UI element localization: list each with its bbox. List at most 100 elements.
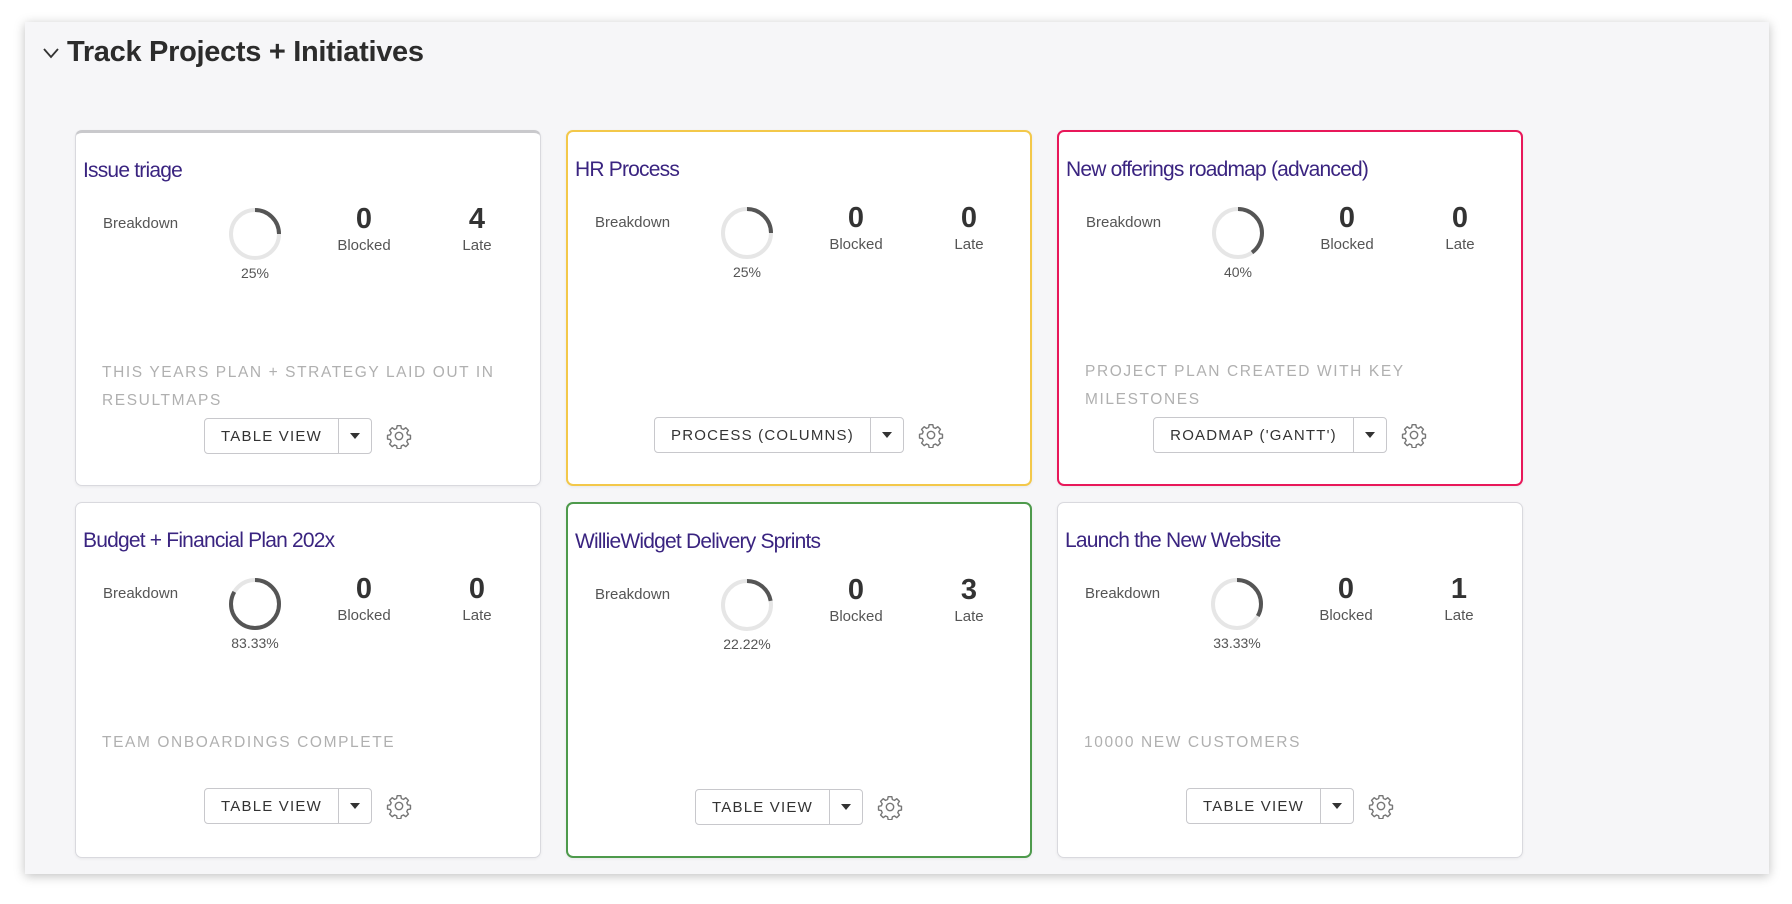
blocked-label: Blocked — [1320, 236, 1374, 253]
progress-ring-icon — [1212, 207, 1264, 259]
view-dropdown-toggle[interactable] — [828, 790, 862, 824]
blocked-label: Blocked — [1319, 607, 1373, 624]
view-split-button[interactable]: PROCESS (COLUMNS) — [654, 417, 904, 453]
progress-donut: 33.33% — [1202, 575, 1272, 651]
project-stats: Breakdown 83.33% 0 Blocked 0 Late — [76, 573, 540, 675]
gear-icon[interactable] — [386, 793, 412, 819]
view-dropdown-toggle[interactable] — [869, 418, 903, 452]
project-card-grid: Issue triage Breakdown 25% 0 Blocked 4 L… — [75, 130, 1523, 858]
project-title-link[interactable]: HR Process — [575, 158, 680, 181]
gear-icon[interactable] — [1401, 422, 1427, 448]
breakdown-label: Breakdown — [1085, 585, 1161, 602]
section-toggle[interactable]: Track Projects + Initiatives — [41, 36, 424, 69]
gear-icon[interactable] — [918, 422, 944, 448]
gear-icon[interactable] — [386, 423, 412, 449]
blocked-stat: 0 Blocked — [319, 201, 409, 254]
late-label: Late — [1444, 607, 1474, 624]
progress-ring-icon — [721, 207, 773, 259]
view-split-button[interactable]: TABLE VIEW — [695, 789, 863, 825]
milestone-text: TEAM ONBOARDINGS COMPLETE — [102, 734, 396, 751]
view-split-button[interactable]: TABLE VIEW — [1186, 788, 1354, 824]
view-button[interactable]: PROCESS (COLUMNS) — [671, 426, 854, 444]
late-stat: 0 Late — [924, 200, 1014, 253]
breakdown-label: Breakdown — [595, 214, 671, 231]
progress-ring-icon — [721, 579, 773, 631]
blocked-count: 0 — [1338, 202, 1356, 234]
progress-percent: 40% — [1223, 264, 1253, 280]
late-stat: 4 Late — [432, 201, 522, 254]
project-stats: Breakdown 33.33% 0 Blocked 1 Late — [1058, 573, 1522, 675]
breakdown-label: Breakdown — [1086, 214, 1162, 231]
view-button[interactable]: TABLE VIEW — [1203, 797, 1304, 815]
late-label: Late — [954, 236, 984, 253]
breakdown-label: Breakdown — [103, 585, 179, 602]
card-actions: TABLE VIEW — [76, 788, 540, 824]
progress-percent: 25% — [732, 264, 762, 280]
project-card: New offerings roadmap (advanced) Breakdo… — [1057, 130, 1523, 486]
late-count: 0 — [1451, 202, 1469, 234]
project-title-link[interactable]: New offerings roadmap (advanced) — [1066, 158, 1369, 181]
blocked-count: 0 — [1337, 573, 1355, 605]
project-title-link[interactable]: WillieWidget Delivery Sprints — [575, 530, 821, 553]
project-card: WillieWidget Delivery Sprints Breakdown … — [566, 502, 1032, 858]
blocked-label: Blocked — [337, 237, 391, 254]
view-split-button[interactable]: TABLE VIEW — [204, 788, 372, 824]
progress-donut: 22.22% — [712, 576, 782, 652]
gear-icon[interactable] — [1368, 793, 1394, 819]
progress-donut: 25% — [712, 204, 782, 280]
late-count: 1 — [1450, 573, 1468, 605]
view-button[interactable]: TABLE VIEW — [712, 798, 813, 816]
card-actions: TABLE VIEW — [568, 789, 1030, 825]
late-stat: 1 Late — [1414, 571, 1504, 624]
late-label: Late — [462, 607, 492, 624]
blocked-stat: 0 Blocked — [811, 572, 901, 625]
view-dropdown-toggle[interactable] — [337, 789, 371, 823]
card-actions: TABLE VIEW — [1058, 788, 1522, 824]
view-dropdown-toggle[interactable] — [1352, 418, 1386, 452]
breakdown-label: Breakdown — [103, 215, 179, 232]
caret-down-icon — [349, 803, 360, 809]
caret-down-icon — [349, 433, 360, 439]
project-stats: Breakdown 25% 0 Blocked 4 Late — [76, 203, 540, 305]
milestone-text: 10000 NEW CUSTOMERS — [1084, 734, 1302, 751]
view-button[interactable]: ROADMAP ('GANTT') — [1170, 426, 1337, 444]
caret-down-icon — [1364, 432, 1375, 438]
blocked-stat: 0 Blocked — [1302, 200, 1392, 253]
view-dropdown-toggle[interactable] — [337, 419, 371, 453]
late-count: 4 — [468, 203, 486, 235]
gear-icon[interactable] — [877, 794, 903, 820]
view-button[interactable]: TABLE VIEW — [221, 427, 322, 445]
progress-donut: 83.33% — [220, 575, 290, 651]
project-stats: Breakdown 22.22% 0 Blocked 3 Late — [568, 574, 1030, 676]
project-title-link[interactable]: Launch the New Website — [1065, 529, 1281, 552]
blocked-count: 0 — [847, 202, 865, 234]
late-stat: 3 Late — [924, 572, 1014, 625]
view-dropdown-toggle[interactable] — [1319, 789, 1353, 823]
late-label: Late — [1445, 236, 1475, 253]
view-split-button[interactable]: ROADMAP ('GANTT') — [1153, 417, 1387, 453]
progress-ring-icon — [229, 208, 281, 260]
late-count: 3 — [960, 574, 978, 606]
progress-percent: 22.22% — [723, 636, 771, 652]
late-stat: 0 Late — [432, 571, 522, 624]
blocked-label: Blocked — [337, 607, 391, 624]
chevron-down-icon[interactable] — [41, 43, 61, 63]
blocked-count: 0 — [355, 203, 373, 235]
card-actions: PROCESS (COLUMNS) — [568, 417, 1030, 453]
progress-ring-icon — [1211, 578, 1263, 630]
view-split-button[interactable]: TABLE VIEW — [204, 418, 372, 454]
progress-ring-icon — [229, 578, 281, 630]
late-stat: 0 Late — [1415, 200, 1505, 253]
late-label: Late — [462, 237, 492, 254]
project-card: Budget + Financial Plan 202x Breakdown 8… — [75, 502, 541, 858]
project-title-link[interactable]: Budget + Financial Plan 202x — [83, 529, 335, 552]
view-button[interactable]: TABLE VIEW — [221, 797, 322, 815]
card-actions: ROADMAP ('GANTT') — [1059, 417, 1521, 453]
progress-donut: 40% — [1203, 204, 1273, 280]
projects-panel: Track Projects + Initiatives Issue triag… — [25, 22, 1769, 874]
project-title-link[interactable]: Issue triage — [83, 159, 183, 182]
blocked-stat: 0 Blocked — [319, 571, 409, 624]
section-title: Track Projects + Initiatives — [67, 36, 424, 68]
blocked-count: 0 — [355, 573, 373, 605]
late-count: 0 — [468, 573, 486, 605]
